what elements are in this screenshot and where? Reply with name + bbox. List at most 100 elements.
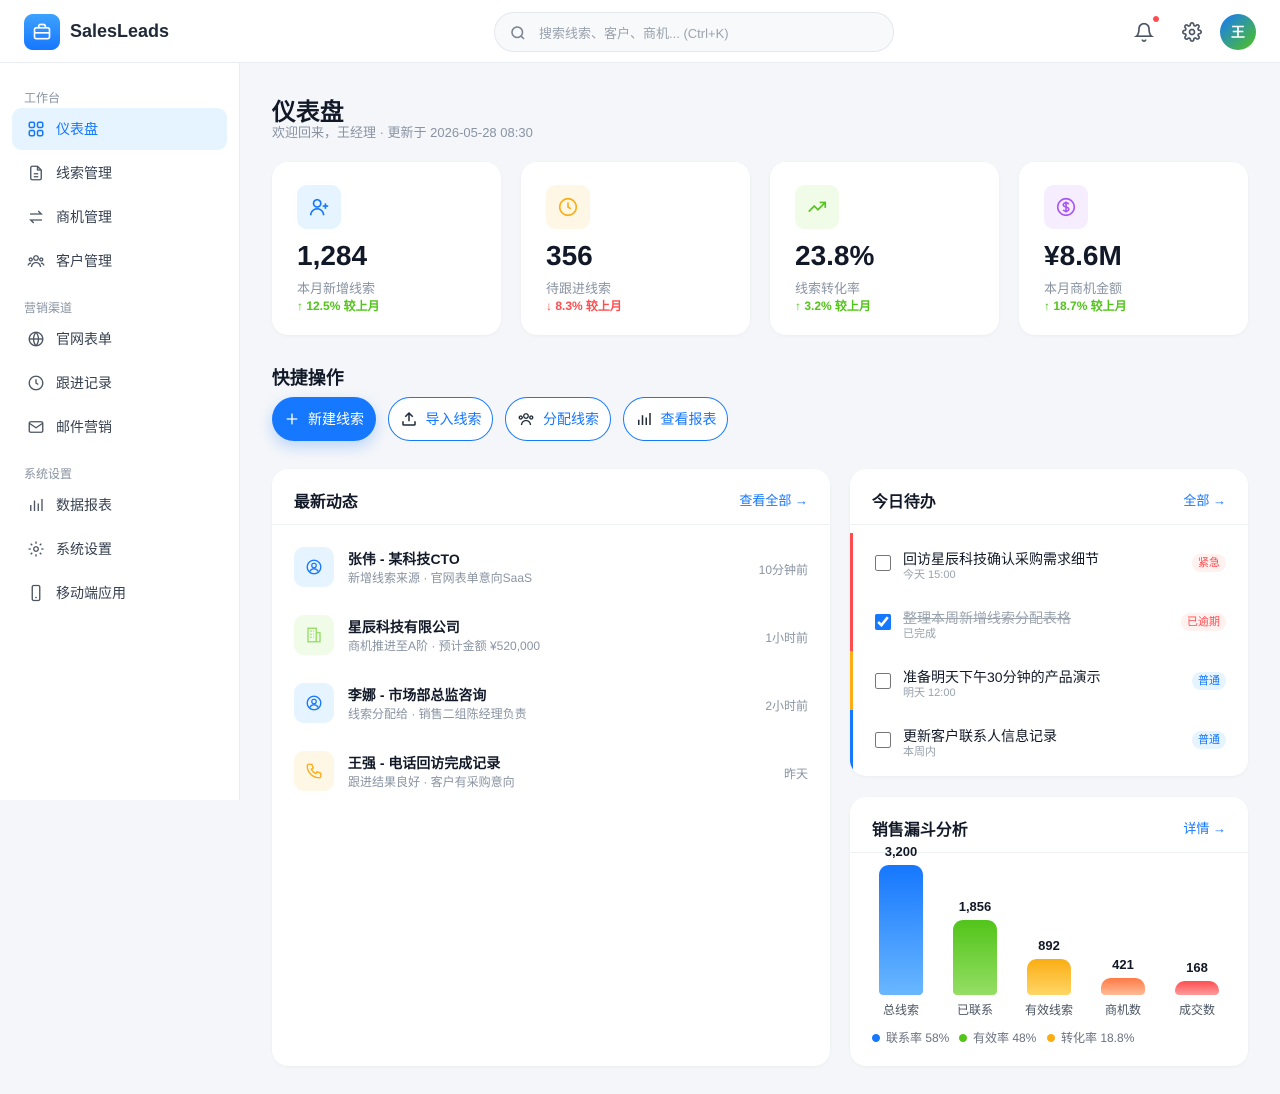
card-title: 最新动态 bbox=[294, 494, 359, 511]
card-header: 今日待办 全部 → bbox=[850, 469, 1248, 525]
import-leads-button[interactable]: 导入线索 bbox=[388, 397, 493, 441]
sidebar-item-mobile-app[interactable]: 移动端应用 bbox=[12, 572, 227, 614]
sidebar: 工作台 仪表盘 线索管理 商机管理 客户管理 营销渠道 官网表单 跟进记录 邮件… bbox=[0, 63, 240, 800]
priority-bar bbox=[850, 710, 853, 769]
search-input[interactable] bbox=[539, 22, 879, 44]
legend-item: 转化率 18.8% bbox=[1047, 1029, 1134, 1046]
button-label: 分配线索 bbox=[543, 411, 599, 427]
sidebar-item-email[interactable]: 邮件营销 bbox=[12, 406, 227, 448]
bar-chart-icon bbox=[26, 495, 46, 515]
sidebar-item-web-form[interactable]: 官网表单 bbox=[12, 318, 227, 360]
sidebar-item-reports[interactable]: 数据报表 bbox=[12, 484, 227, 526]
view-all-link[interactable]: 查看全部 → bbox=[739, 493, 808, 508]
funnel-bar bbox=[953, 920, 997, 995]
sidebar-item-label: 邮件营销 bbox=[56, 419, 112, 435]
task-checkbox[interactable] bbox=[875, 555, 891, 571]
stat-trend: ↓ 8.3% 较上月 bbox=[546, 299, 623, 313]
task-time: 已完成 bbox=[903, 628, 936, 640]
sidebar-item-settings[interactable]: 系统设置 bbox=[12, 528, 227, 570]
activity-title: 李娜 - 市场部总监咨询 bbox=[348, 687, 487, 703]
sidebar-item-label: 移动端应用 bbox=[56, 585, 126, 601]
gear-icon bbox=[26, 539, 46, 559]
assign-leads-button[interactable]: 分配线索 bbox=[505, 397, 611, 441]
stat-trend: ↑ 12.5% 较上月 bbox=[297, 299, 380, 313]
user-avatar[interactable]: 王 bbox=[1220, 14, 1256, 50]
document-icon bbox=[26, 163, 46, 183]
funnel-value-label: 1,856 bbox=[958, 899, 992, 914]
activity-subtitle: 跟进结果良好 · 客户有采购意向 bbox=[348, 775, 515, 789]
dollar-icon bbox=[1044, 185, 1088, 229]
legend-label: 联系率 58% bbox=[886, 1031, 950, 1045]
task-title: 更新客户联系人信息记录 bbox=[903, 728, 1057, 744]
funnel-category-label: 总线索 bbox=[882, 1003, 919, 1017]
user-plus-icon bbox=[297, 185, 341, 229]
top-bar: SalesLeads 王 bbox=[0, 0, 1280, 63]
priority-badge: 已逾期 bbox=[1181, 613, 1226, 631]
task-checkbox[interactable] bbox=[875, 614, 891, 630]
button-label: 导入线索 bbox=[425, 411, 482, 427]
phone-icon bbox=[26, 583, 46, 603]
logo-icon bbox=[24, 14, 60, 50]
sidebar-item-label: 官网表单 bbox=[56, 331, 112, 347]
priority-bar bbox=[850, 533, 853, 592]
legend-label: 有效率 48% bbox=[973, 1031, 1037, 1045]
settings-gear-icon[interactable] bbox=[1180, 20, 1204, 44]
clock-icon bbox=[26, 373, 46, 393]
task-item: 整理本周新增线索分配表格 已完成 已逾期 bbox=[850, 592, 1248, 651]
activity-item[interactable]: 星辰科技有限公司 商机推进至A阶 · 预计金额 ¥520,000 1小时前 bbox=[294, 615, 808, 659]
task-item: 更新客户联系人信息记录 本周内 普通 bbox=[850, 710, 1248, 769]
activity-title: 星辰科技有限公司 bbox=[348, 619, 460, 635]
task-title: 准备明天下午30分钟的产品演示 bbox=[903, 669, 1101, 685]
sidebar-item-dashboard[interactable]: 仪表盘 bbox=[12, 108, 227, 150]
priority-badge: 普通 bbox=[1192, 672, 1226, 690]
funnel-bar bbox=[879, 865, 923, 995]
todo-card: 今日待办 全部 → 回访星辰科技确认采购需求细节 今天 15:00 紧急 整理本… bbox=[850, 469, 1248, 776]
task-time: 今天 15:00 bbox=[903, 569, 956, 581]
quick-actions-title: 快捷操作 bbox=[272, 368, 344, 388]
notification-dot bbox=[1153, 16, 1159, 22]
sidebar-item-followups[interactable]: 跟进记录 bbox=[12, 362, 227, 404]
sidebar-item-label: 线索管理 bbox=[56, 165, 112, 181]
users-icon bbox=[26, 251, 46, 271]
notification-bell-icon[interactable] bbox=[1132, 20, 1156, 44]
stat-label: 待跟进线索 bbox=[546, 281, 612, 296]
upload-icon bbox=[400, 410, 418, 428]
legend-dot bbox=[872, 1033, 880, 1042]
priority-bar bbox=[850, 651, 853, 710]
stat-card-opportunity-amount: ¥8.6M 本月商机金额 ↑ 18.7% 较上月 bbox=[1019, 162, 1248, 335]
activity-time: 1小时前 bbox=[765, 631, 808, 645]
task-checkbox[interactable] bbox=[875, 673, 891, 689]
search-box[interactable] bbox=[494, 12, 894, 52]
stat-trend: ↑ 18.7% 较上月 bbox=[1044, 299, 1127, 313]
activity-time: 10分钟前 bbox=[758, 563, 808, 577]
funnel-value-label: 421 bbox=[1112, 957, 1134, 972]
sidebar-section-title: 营销渠道 bbox=[24, 301, 73, 315]
task-time: 本周内 bbox=[903, 746, 936, 758]
task-checkbox[interactable] bbox=[875, 732, 891, 748]
sidebar-item-customers[interactable]: 客户管理 bbox=[12, 240, 227, 282]
building-icon bbox=[294, 615, 334, 655]
stat-label: 本月商机金额 bbox=[1044, 281, 1123, 296]
stat-value: 356 bbox=[546, 240, 593, 271]
sidebar-item-opportunities[interactable]: 商机管理 bbox=[12, 196, 227, 238]
funnel-bar bbox=[1175, 981, 1219, 995]
task-item: 回访星辰科技确认采购需求细节 今天 15:00 紧急 bbox=[850, 533, 1248, 592]
funnel-category-label: 已联系 bbox=[956, 1003, 993, 1017]
brand-name: SalesLeads bbox=[70, 21, 170, 41]
sidebar-item-leads[interactable]: 线索管理 bbox=[12, 152, 227, 194]
task-title: 回访星辰科技确认采购需求细节 bbox=[903, 551, 1099, 567]
activity-item[interactable]: 王强 - 电话回访完成记录 跟进结果良好 · 客户有采购意向 昨天 bbox=[294, 751, 808, 795]
priority-badge: 紧急 bbox=[1192, 554, 1226, 572]
view-all-tasks-link[interactable]: 全部 → bbox=[1183, 493, 1226, 508]
view-reports-button[interactable]: 查看报表 bbox=[623, 397, 728, 441]
activity-subtitle: 商机推进至A阶 · 预计金额 ¥520,000 bbox=[348, 639, 541, 653]
activity-item[interactable]: 李娜 - 市场部总监咨询 线索分配给 · 销售二组陈经理负责 2小时前 bbox=[294, 683, 808, 727]
legend-dot bbox=[959, 1033, 967, 1042]
funnel-details-link[interactable]: 详情 → bbox=[1183, 821, 1226, 836]
funnel-category-label: 有效线索 bbox=[1024, 1003, 1073, 1017]
activity-subtitle: 新增线索来源 · 官网表单意向SaaS bbox=[348, 571, 533, 585]
new-lead-button[interactable]: 新建线索 bbox=[272, 397, 376, 441]
funnel-bar bbox=[1101, 978, 1145, 995]
priority-bar bbox=[850, 592, 853, 651]
activity-item[interactable]: 张伟 - 某科技CTO 新增线索来源 · 官网表单意向SaaS 10分钟前 bbox=[294, 547, 808, 591]
